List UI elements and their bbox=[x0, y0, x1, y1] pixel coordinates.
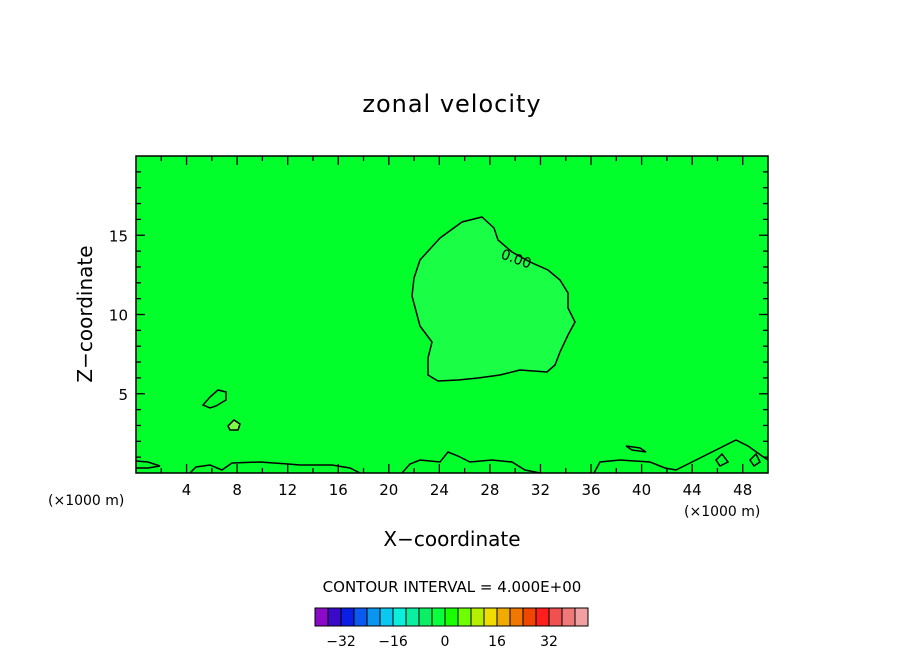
colorbar-swatch bbox=[340, 607, 355, 627]
colorbar-swatch bbox=[509, 607, 524, 627]
bottom-contour-right-2 bbox=[625, 445, 647, 453]
colorbar-tick-label: 32 bbox=[540, 634, 558, 650]
contour-interval-text: CONTOUR INTERVAL = 4.000E+00 bbox=[323, 578, 582, 596]
colorbar-swatch bbox=[405, 607, 420, 627]
colorbar-swatch bbox=[561, 607, 576, 627]
colorbar-tick-label: −32 bbox=[326, 634, 356, 650]
x-tick-label: 24 bbox=[430, 481, 449, 499]
x-tick-label: 40 bbox=[632, 481, 651, 499]
colorbar-tick-label: −16 bbox=[378, 634, 408, 650]
x-tick-label: 8 bbox=[232, 481, 242, 499]
colorbar-swatch bbox=[353, 607, 368, 627]
central-anomaly-contour bbox=[411, 216, 576, 382]
colorbar-tick-label: 16 bbox=[488, 634, 506, 650]
bottom-contour-left bbox=[135, 460, 161, 469]
y-tick-label: 10 bbox=[109, 307, 128, 325]
y-axis-ticks: 5 10 15 bbox=[109, 171, 768, 458]
x-unit-left: (×1000 m) bbox=[48, 493, 124, 509]
colorbar-swatch bbox=[548, 607, 563, 627]
colorbar-swatch bbox=[535, 607, 550, 627]
colorbar-swatch bbox=[379, 607, 394, 627]
bottom-contour-right-3 bbox=[715, 452, 730, 467]
x-tick-label: 36 bbox=[581, 481, 600, 499]
colorbar-swatch bbox=[574, 607, 589, 627]
contour-lines bbox=[135, 216, 769, 474]
x-tick-label: 28 bbox=[480, 481, 499, 499]
colorbar-swatch bbox=[470, 607, 485, 627]
colorbar-swatch bbox=[392, 607, 407, 627]
colorbar-swatch bbox=[483, 607, 498, 627]
x-tick-label: 20 bbox=[379, 481, 398, 499]
small-contour-1 bbox=[201, 389, 227, 409]
colorbar-swatch bbox=[522, 607, 537, 627]
small-contour-2 bbox=[227, 419, 241, 431]
x-tick-label: 32 bbox=[531, 481, 550, 499]
colorbar-swatch bbox=[418, 607, 433, 627]
colorbar-labels: −32 −16 0 16 32 bbox=[326, 634, 558, 650]
bottom-contour-right-4 bbox=[749, 452, 761, 468]
y-tick-label: 15 bbox=[109, 227, 128, 245]
x-tick-label: 4 bbox=[182, 481, 192, 499]
bottom-contour-mid bbox=[401, 451, 541, 474]
x-tick-label: 44 bbox=[683, 481, 702, 499]
x-axis-ticks: 4 8 12 16 20 24 28 32 36 40 44 48 bbox=[160, 156, 752, 499]
x-tick-label: 16 bbox=[329, 481, 348, 499]
x-tick-label: 12 bbox=[278, 481, 297, 499]
colorbar-swatch bbox=[327, 607, 342, 627]
x-tick-label: 48 bbox=[733, 481, 752, 499]
y-tick-label: 5 bbox=[118, 386, 128, 404]
colorbar-swatch bbox=[314, 607, 329, 627]
bottom-contour-right bbox=[593, 439, 769, 474]
colorbar-tick-label: 0 bbox=[441, 634, 450, 650]
colorbar bbox=[314, 607, 589, 627]
y-axis-title: Z−coordinate bbox=[73, 245, 97, 382]
colorbar-swatch bbox=[496, 607, 511, 627]
x-axis-title: X−coordinate bbox=[383, 527, 520, 551]
colorbar-swatch bbox=[431, 607, 446, 627]
colorbar-swatch bbox=[457, 607, 472, 627]
x-unit-right: (×1000 m) bbox=[684, 504, 760, 520]
colorbar-swatch bbox=[366, 607, 381, 627]
chart-title: zonal velocity bbox=[362, 90, 541, 118]
colorbar-swatch bbox=[444, 607, 459, 627]
